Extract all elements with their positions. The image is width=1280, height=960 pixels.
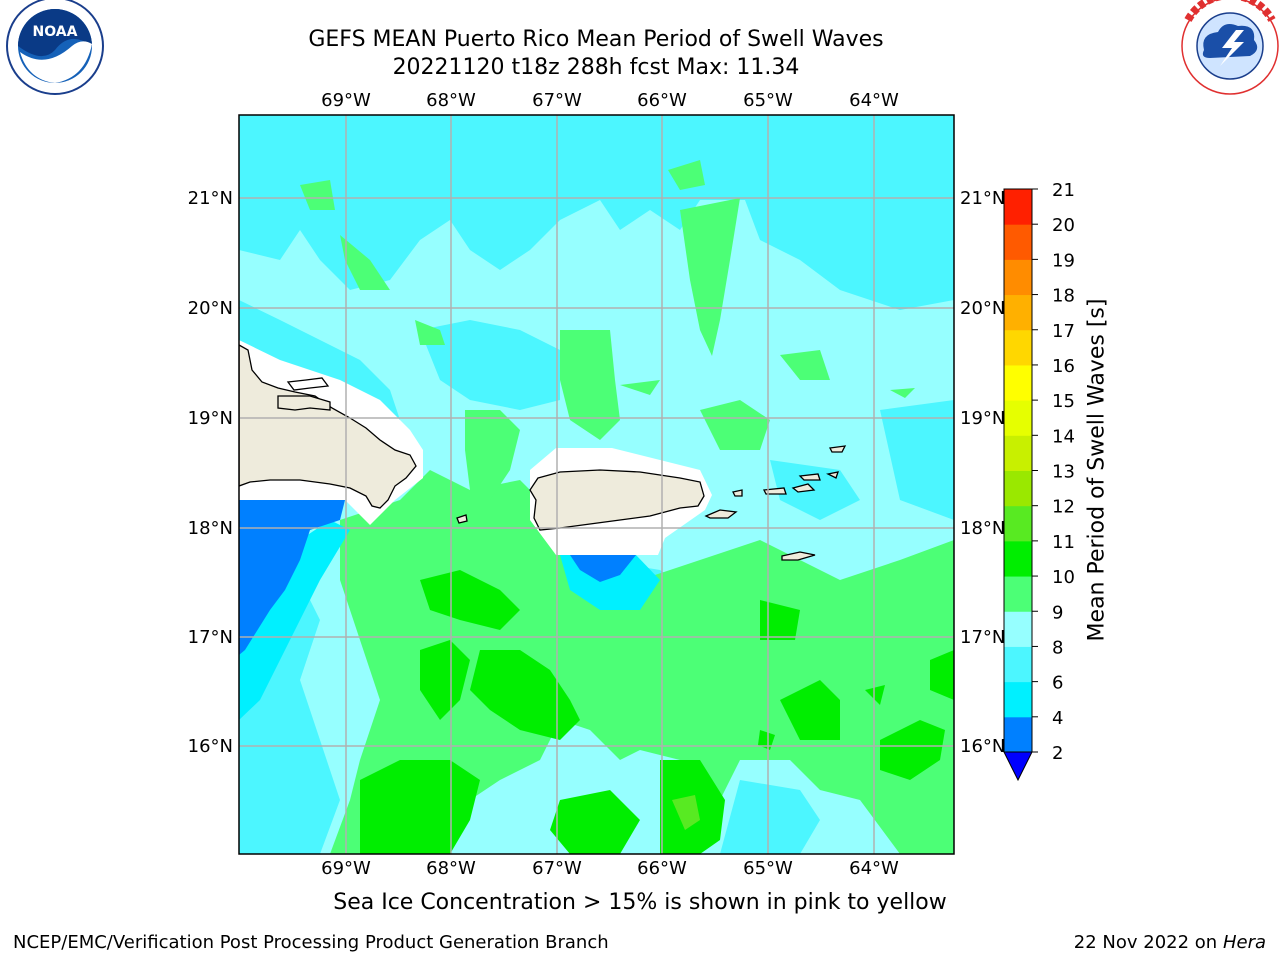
contour-band-11-12s	[672, 795, 700, 830]
map-frame	[238, 114, 955, 855]
lat-label: 18°N	[188, 518, 233, 539]
st-croix-island	[781, 551, 816, 561]
colorbar-bin	[1004, 189, 1032, 225]
colorbar-bin	[1004, 435, 1032, 471]
lon-labels-bottom: 69°W 68°W 67°W 66°W 65°W 64°W	[321, 858, 899, 879]
lon-label: 67°W	[532, 90, 582, 111]
lat-label: 21°N	[188, 188, 233, 209]
lat-label: 16°N	[960, 736, 1005, 757]
contour-band-9-10s	[300, 160, 954, 854]
lon-label: 69°W	[321, 90, 371, 111]
lat-label: 16°N	[188, 736, 233, 757]
colorbar-tick-label: 11	[1052, 532, 1075, 553]
colorbar-bin	[1004, 400, 1032, 436]
nws-logo	[1181, 0, 1279, 95]
puerto-rico-island	[529, 469, 705, 531]
lon-label: 65°W	[743, 858, 793, 879]
colorbar-underflow-triangle	[1003, 751, 1033, 782]
colorbar-label: Mean Period of Swell Waves [s]	[1084, 298, 1110, 642]
colorbar-tick-label: 17	[1052, 321, 1075, 342]
colorbar-tick-label: 9	[1052, 602, 1063, 623]
lon-label: 64°W	[849, 90, 899, 111]
colorbar-bin	[1004, 505, 1032, 542]
colorbar-tick-label: 19	[1052, 250, 1075, 271]
colorbar-tick-label: 4	[1052, 708, 1063, 729]
lat-label: 18°N	[960, 518, 1005, 539]
lat-label: 17°N	[188, 627, 233, 648]
contour-band-4-6s	[239, 500, 636, 655]
colorbar-bin	[1004, 470, 1032, 507]
colorbar-bin	[1004, 576, 1032, 612]
colorbar-bin	[1004, 716, 1032, 753]
colorbar-bin	[1004, 611, 1032, 647]
lon-label: 69°W	[321, 858, 371, 879]
lon-label: 68°W	[426, 858, 476, 879]
colorbar-tick-label: 13	[1052, 462, 1075, 483]
noaa-logo: NOAA	[6, 0, 104, 95]
colorbar-bin	[1004, 294, 1032, 331]
graticule	[239, 115, 954, 854]
noaa-logo-text: NOAA	[33, 24, 78, 40]
lat-label: 21°N	[960, 188, 1005, 209]
lon-label: 68°W	[426, 90, 476, 111]
map-subtitle: 20221120 t18z 288h fcst Max: 11.34	[392, 55, 800, 80]
footer-date-text: 22 Nov 2022 on	[1073, 932, 1218, 953]
lon-label: 66°W	[637, 858, 687, 879]
lon-labels-top: 69°W 68°W 67°W 66°W 65°W 64°W	[321, 90, 899, 111]
colorbar-tick-label: 16	[1052, 356, 1075, 377]
footer-date: 22 Nov 2022 on Hera	[1074, 932, 1266, 953]
colorbar-tick-label: 10	[1052, 567, 1075, 588]
colorbar-tick-label: 15	[1052, 391, 1075, 412]
footer-credit: NCEP/EMC/Verification Post Processing Pr…	[13, 932, 609, 953]
colorbar-tick-label: 2	[1052, 743, 1063, 764]
colorbar-tick-label: 18	[1052, 286, 1075, 307]
lat-label: 20°N	[188, 298, 233, 319]
colorbar-bin	[1004, 646, 1032, 683]
colorbar-bin	[1004, 364, 1032, 401]
land-areas	[239, 344, 847, 561]
colorbar-bin	[1004, 259, 1032, 296]
colorbar-tick-label: 14	[1052, 426, 1075, 447]
colorbar-tick-label: 20	[1052, 215, 1075, 236]
swell-period-field	[238, 114, 955, 855]
colorbar-bin	[1004, 224, 1032, 260]
lat-label: 19°N	[188, 408, 233, 429]
colorbar: 2 4 6 8 9 10 11 12 13 14 15 16 17 18 19 20 21	[1003, 180, 1075, 782]
lat-label: 17°N	[960, 627, 1005, 648]
colorbar-bin	[1004, 329, 1032, 366]
sea-ice-note: Sea Ice Concentration > 15% is shown in …	[333, 890, 947, 915]
colorbar-bin	[1004, 540, 1032, 577]
colorbar-bin	[1004, 681, 1032, 718]
lon-label: 66°W	[637, 90, 687, 111]
lon-label: 65°W	[743, 90, 793, 111]
footer-host: Hera	[1222, 932, 1266, 953]
hispaniola-landmass	[239, 344, 417, 509]
lat-label: 20°N	[960, 298, 1005, 319]
lat-labels-left: 21°N 20°N 19°N 18°N 17°N 16°N	[188, 188, 233, 757]
colorbar-tick-label: 8	[1052, 637, 1063, 658]
mona-island	[456, 514, 468, 524]
lon-label: 64°W	[849, 858, 899, 879]
lon-label: 67°W	[532, 858, 582, 879]
lat-label: 19°N	[960, 408, 1005, 429]
lat-labels-right: 21°N 20°N 19°N 18°N 17°N 16°N	[960, 188, 1005, 757]
map-title: GEFS MEAN Puerto Rico Mean Period of Swe…	[308, 27, 884, 52]
colorbar-tick-label: 21	[1052, 180, 1075, 201]
colorbar-tick-label: 12	[1052, 497, 1075, 518]
colorbar-tick-label: 6	[1052, 673, 1063, 694]
